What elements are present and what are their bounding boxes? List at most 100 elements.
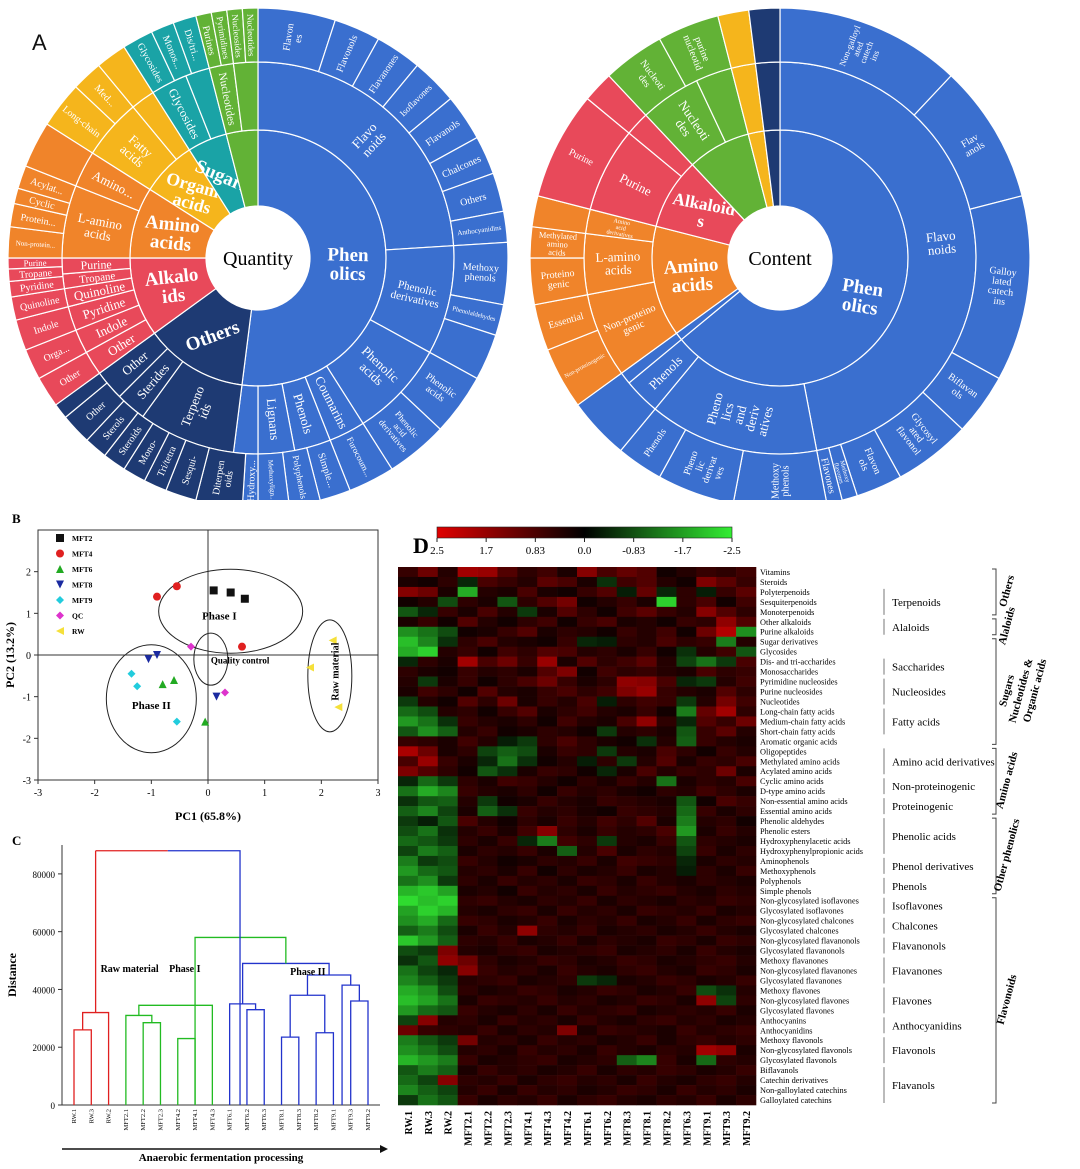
heatmap-cell [656,716,677,727]
heatmap-cell [417,885,439,897]
heatmap-cell [736,855,757,867]
heatmap-cell [577,865,598,877]
heatmap-cell [457,567,478,578]
heatmap-cell [557,1065,578,1076]
heatmap-cell [417,776,439,787]
heatmap-cell [537,965,558,976]
heatmap-cell [577,1065,598,1076]
heatmap-cell [437,636,458,648]
group-label: Alaloids [996,605,1018,646]
heatmap-cell [716,1085,737,1096]
dendrogram-branch [350,1000,369,1105]
heatmap-cell [437,686,458,697]
heatmap-cell [636,1045,657,1056]
row-label: Monoterpenoids [760,608,814,617]
heatmap-cell [577,796,598,807]
heatmap-cell [636,995,657,1006]
heatmap-cell [517,786,538,797]
heatmap-cell [736,1085,757,1096]
heatmap-cell [497,636,518,648]
row-label: Pyrimidine nucleosides [760,678,838,687]
heatmap-cell [736,586,757,598]
quantity-middle-label-group: Purine [80,257,112,272]
heatmap-cell [577,1085,598,1096]
heatmap-cell [596,676,618,687]
heatmap-cell [696,746,717,757]
heatmap-cell [656,776,677,787]
heatmap-cell [557,766,578,777]
x-tick-label: -3 [34,788,42,799]
row-label: Biflavanols [760,1066,798,1075]
heatmap-cell [437,836,458,847]
heatmap-cell [577,626,598,638]
heatmap-cell [477,606,498,618]
heatmap-cell [517,915,538,926]
heatmap-cell [537,836,558,847]
heatmap-cell [716,746,737,757]
heatmap-cell [417,845,439,857]
quantity-middle-label-group: Lignans [264,398,283,441]
row-label: Medium-chain fatty acids [760,717,845,726]
heatmap-cell [636,975,657,986]
annotation-phase-ii: Phase II [132,700,171,712]
heatmap-cell [497,646,518,657]
heatmap-cell [437,716,458,727]
row-label: Sesquiterpenoids [760,598,817,607]
heatmap-cell [577,816,598,827]
heatmap-cell [736,567,757,578]
heatmap-cell [437,855,458,867]
heatmap-cell [716,965,737,976]
data-point [328,636,337,645]
heatmap-cell [457,636,478,648]
heatmap-cell [557,576,578,588]
heatmap-cell [676,806,697,817]
heatmap-cell [736,666,757,677]
heatmap-cell [736,766,757,777]
heatmap-cell [457,855,478,867]
heatmap-cell [596,875,618,887]
heatmap-cell [417,975,439,986]
column-label: MFT6.2 [603,1111,614,1146]
heatmap-cell [696,955,717,966]
dendrogram-branch [289,994,326,1038]
heatmap-cell [497,925,518,936]
content-outer-label: genic [547,278,570,291]
row-label: Glycosylated flavonols [760,1056,837,1065]
heatmap-cell [577,806,598,817]
heatmap-cell [517,836,538,847]
heatmap-cell [497,975,518,986]
heatmap-cell [398,845,419,857]
row-label: Non-glycosylated flavonols [760,1046,852,1055]
heatmap-cell [636,1055,657,1066]
heatmap-cell [676,686,697,697]
y-tick-label: 20000 [33,1043,56,1053]
heatmap-cell [736,836,757,847]
heatmap-cell [457,576,478,588]
heatmap-cell [696,845,717,857]
column-label: MFT6.3 [682,1111,693,1146]
heatmap-cell [517,1025,538,1036]
heatmap-cell [616,646,637,657]
heatmap-cell [656,686,677,697]
heatmap-cell [457,1045,478,1056]
heatmap-cell [696,806,717,817]
dendrogram-branch [246,1009,265,1105]
heatmap-cell [716,686,737,697]
heatmap-cell [656,1095,677,1106]
heatmap-cell [716,1095,737,1106]
heatmap-cell [557,915,578,926]
heatmap-cell [497,1005,518,1016]
group-label-phase-ii: Phase II [290,967,325,978]
heatmap-cell [497,606,518,618]
heatmap-cell [457,995,478,1006]
quantity-outer-label-group: Non-protein... [15,239,55,249]
heatmap-cell [417,955,439,966]
heatmap-cell [477,716,498,727]
heatmap-cell [477,576,498,588]
row-label: Aminophenols [760,857,809,866]
heatmap-cell [577,636,598,648]
heatmap-cell [656,945,677,956]
heatmap-cell [537,826,558,837]
